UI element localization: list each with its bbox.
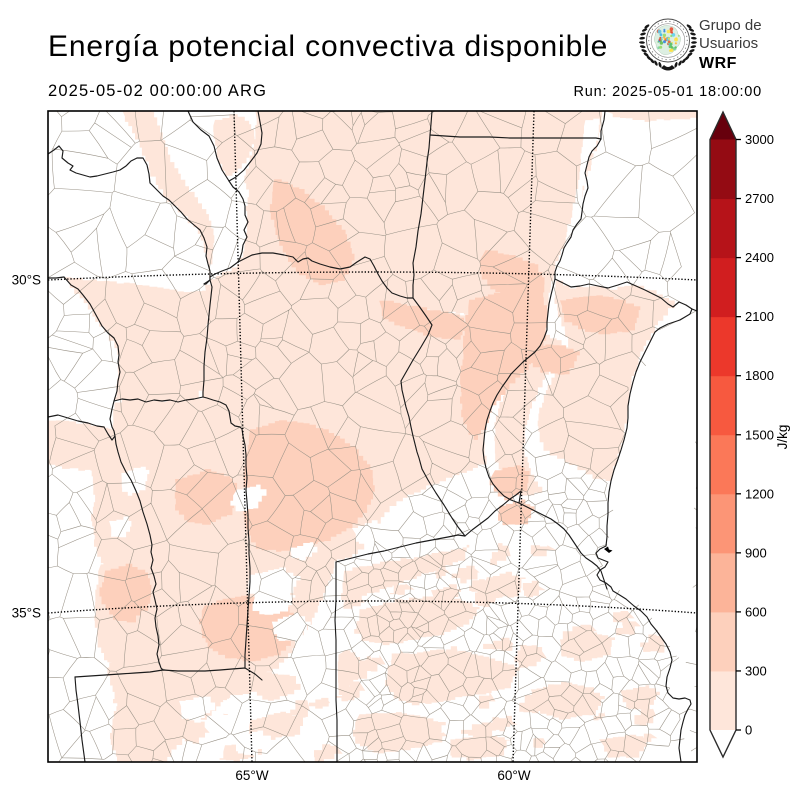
svg-text:600: 600 [745, 604, 767, 619]
svg-text:900: 900 [745, 545, 767, 560]
svg-text:3000: 3000 [745, 132, 774, 147]
svg-text:1800: 1800 [745, 368, 774, 383]
svg-text:300: 300 [745, 663, 767, 678]
svg-text:2100: 2100 [745, 309, 774, 324]
svg-text:2700: 2700 [745, 191, 774, 206]
svg-text:30°S: 30°S [12, 273, 41, 288]
svg-text:2400: 2400 [745, 250, 774, 265]
svg-text:1500: 1500 [745, 427, 774, 442]
svg-text:65°W: 65°W [235, 768, 268, 783]
svg-text:J/kg: J/kg [775, 425, 790, 450]
svg-text:1200: 1200 [745, 486, 774, 501]
svg-text:60°W: 60°W [497, 768, 530, 783]
svg-text:35°S: 35°S [12, 606, 41, 621]
svg-text:0: 0 [745, 723, 752, 738]
